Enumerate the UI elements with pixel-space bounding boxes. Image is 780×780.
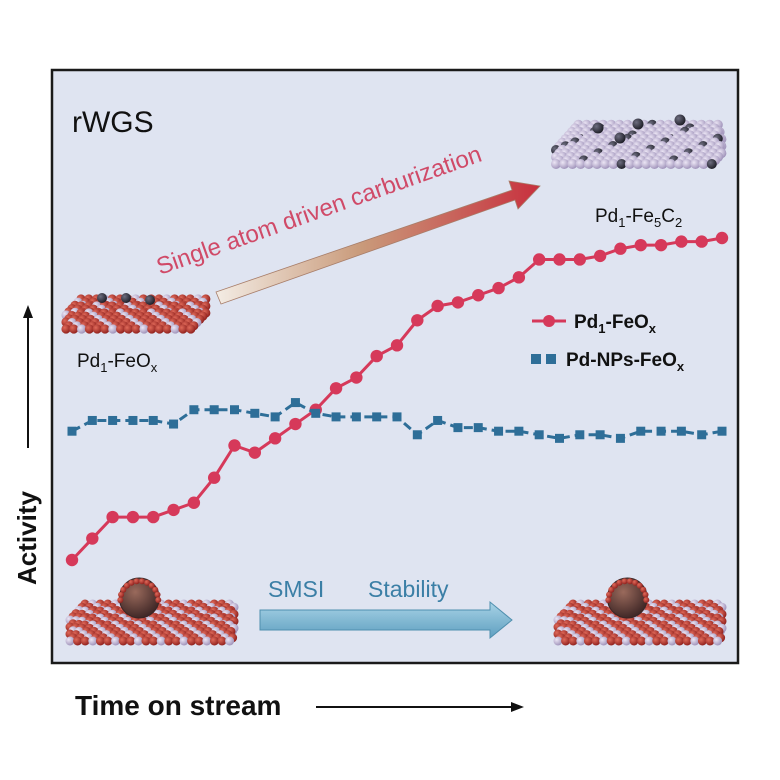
data-point: [532, 253, 546, 266]
data-point: [453, 423, 463, 433]
data-point: [392, 412, 402, 422]
legend-item-pd1-feox: Pd1-FeOx: [532, 312, 657, 336]
data-point: [106, 510, 119, 524]
data-point: [717, 426, 727, 436]
plot-area: [50, 68, 740, 665]
data-point: [65, 553, 79, 567]
data-point: [695, 235, 708, 248]
y-axis-label: Activity: [12, 491, 42, 585]
data-point: [433, 415, 443, 425]
data-point: [370, 349, 383, 363]
data-point: [372, 412, 382, 422]
data-point: [169, 419, 179, 429]
data-point: [473, 423, 483, 433]
data-point: [615, 433, 625, 443]
series-pd1-feox: [65, 231, 729, 567]
data-point: [86, 532, 99, 545]
series-pd-nps-feox: [67, 398, 727, 443]
data-point: [494, 426, 504, 436]
data-point: [595, 430, 605, 440]
legend-item-pd-nps-feox: Pd-NPs-FeOx: [531, 350, 685, 374]
x-axis-label: Time on stream: [75, 690, 281, 721]
data-point: [514, 426, 524, 436]
data-point: [390, 339, 404, 352]
data-point: [575, 430, 585, 440]
top-catalyst-label: Pd1-Fe5C2: [595, 206, 682, 230]
legend-label-pd1: Pd1-FeOx: [574, 312, 657, 336]
data-point: [472, 289, 485, 302]
pd1-feox-illustration: [61, 293, 211, 334]
data-point: [555, 433, 564, 443]
legend-marker-pdnps-b: [546, 354, 556, 364]
data-point: [248, 446, 262, 459]
data-point: [329, 382, 343, 395]
series-layer: [65, 231, 729, 567]
data-point: [350, 371, 363, 384]
data-point: [67, 426, 77, 436]
pd-nps-feox-initial-illustration: [65, 577, 239, 646]
data-point: [289, 417, 302, 431]
data-point: [189, 405, 199, 415]
data-point: [148, 415, 158, 425]
data-point: [654, 238, 668, 252]
data-point: [636, 426, 646, 436]
data-point: [351, 412, 361, 422]
legend-marker-pd1: [543, 315, 555, 327]
data-point: [331, 412, 341, 422]
data-point: [209, 405, 219, 415]
data-point: [451, 296, 465, 309]
left-catalyst-label: Pd1-FeOx: [77, 351, 158, 375]
legend-label-pdnps: Pd-NPs-FeOx: [566, 350, 685, 374]
data-point: [697, 430, 707, 440]
data-point: [126, 510, 140, 524]
carburization-arrow: [215, 180, 541, 305]
data-point: [290, 398, 300, 408]
smsi-arrow: [259, 600, 513, 640]
legend-marker-pdnps-a: [531, 354, 541, 364]
data-point: [431, 299, 444, 313]
stability-label: Stability: [368, 576, 449, 602]
data-point: [207, 471, 221, 484]
data-point: [675, 235, 688, 248]
reaction-label: rWGS: [72, 106, 154, 139]
pd1-fe5c2-illustration: [551, 114, 727, 169]
data-point: [534, 430, 544, 440]
data-point: [676, 426, 686, 436]
smsi-label: SMSI: [268, 576, 324, 602]
data-point: [512, 271, 526, 284]
data-point: [593, 249, 607, 263]
data-point: [268, 432, 282, 445]
data-point: [411, 314, 424, 327]
data-point: [614, 242, 627, 255]
data-point: [492, 281, 505, 295]
data-point: [230, 405, 239, 415]
data-point: [228, 439, 241, 452]
legend: Pd1-FeOx Pd-NPs-FeOx: [531, 312, 685, 374]
pd-nps-feox-final-illustration: [553, 577, 727, 646]
y-axis-arrow: [23, 305, 33, 448]
data-point: [167, 503, 180, 517]
data-point: [187, 496, 201, 509]
data-point: [715, 231, 729, 245]
data-point: [250, 408, 260, 418]
data-point: [311, 408, 321, 418]
data-point: [147, 510, 160, 524]
data-point: [573, 253, 587, 266]
data-point: [108, 415, 118, 425]
data-point: [270, 412, 280, 422]
x-axis-arrow: [316, 702, 524, 712]
data-point: [128, 415, 138, 425]
data-point: [412, 430, 422, 440]
data-point: [553, 253, 566, 266]
data-point: [634, 238, 647, 252]
data-point: [87, 415, 97, 425]
data-point: [656, 426, 666, 436]
